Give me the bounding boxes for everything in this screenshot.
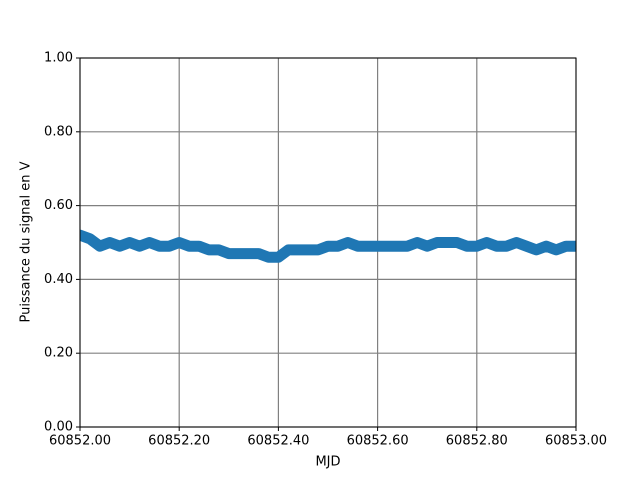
x-tick-label: 60852.00 xyxy=(49,434,111,449)
data-line xyxy=(80,229,576,263)
y-tick-label: 0.00 xyxy=(44,420,73,435)
y-tick-label: 0.20 xyxy=(44,346,73,361)
x-tick-label: 60852.20 xyxy=(148,434,210,449)
y-tick-label: 0.40 xyxy=(44,272,73,287)
x-tick-label: 60852.60 xyxy=(347,434,409,449)
plot-frame xyxy=(79,57,577,428)
y-tick-label: 0.80 xyxy=(44,124,73,139)
x-tick-label: 60853.00 xyxy=(545,434,607,449)
x-tick-label: 60852.40 xyxy=(247,434,309,449)
y-tick-label: 1.00 xyxy=(44,51,73,66)
x-axis-label: MJD xyxy=(315,455,340,470)
x-tick-label: 60852.80 xyxy=(446,434,508,449)
y-tick-label: 0.60 xyxy=(44,198,73,213)
y-axis-label: Puissance du signal en V xyxy=(19,161,34,322)
